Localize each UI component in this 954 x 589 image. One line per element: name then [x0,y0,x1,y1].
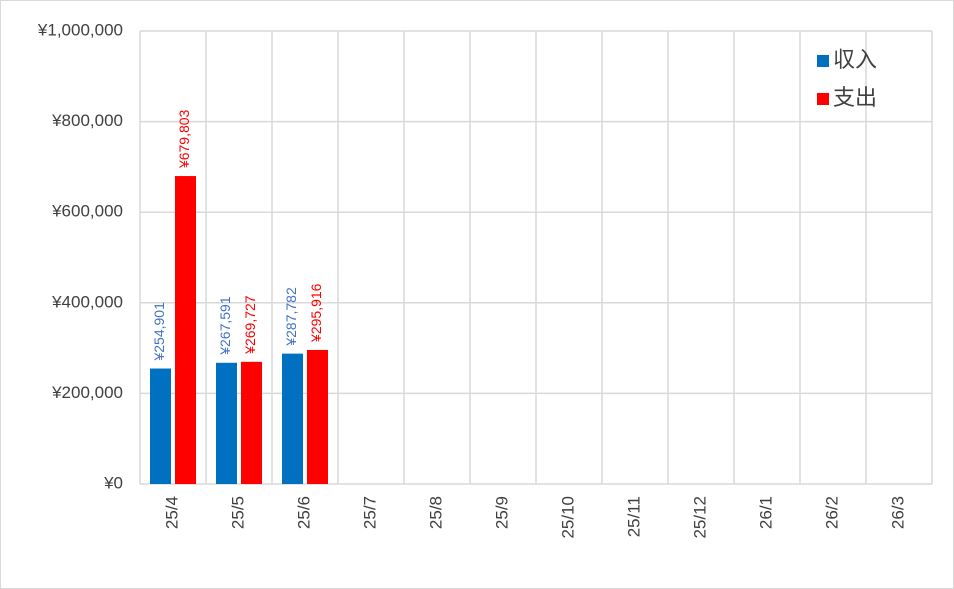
x-tick-label: 25/10 [558,496,577,539]
bar [307,349,328,484]
y-tick-label: ¥800,000 [51,111,123,130]
y-tick-label: ¥0 [103,473,123,492]
x-tick-label: 25/7 [360,496,379,529]
bar [216,362,237,484]
x-tick-label: 26/3 [888,496,907,529]
x-tick-label: 25/6 [294,496,313,529]
legend-label: 支出 [833,85,877,110]
x-tick-label: 26/2 [822,496,841,529]
bar [282,353,303,484]
value-label: ¥287,782 [283,287,299,347]
y-tick-label: ¥200,000 [51,383,123,402]
x-tick-label: 25/4 [162,496,181,529]
y-tick-label: ¥400,000 [51,292,123,311]
value-label: ¥679,803 [176,109,192,169]
x-tick-label: 25/11 [624,496,643,537]
x-tick-label: 25/5 [228,496,247,529]
legend-swatch [817,55,829,67]
value-label: ¥254,901 [151,302,167,362]
y-tick-label: ¥1,000,000 [37,20,123,39]
value-label: ¥295,916 [308,283,324,343]
value-label: ¥267,591 [217,296,233,356]
x-tick-label: 25/12 [690,496,709,539]
bar [241,361,262,484]
x-tick-label: 25/9 [492,496,511,529]
bar [150,368,171,484]
x-tick-label: 26/1 [756,496,775,529]
value-label: ¥269,727 [242,295,258,355]
y-tick-label: ¥600,000 [51,202,123,221]
legend-swatch [817,93,829,105]
bar [175,176,196,484]
legend-label: 収入 [833,47,877,72]
x-tick-label: 25/8 [426,496,445,529]
